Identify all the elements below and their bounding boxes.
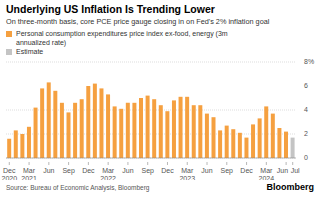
svg-text:Dec2020: Dec2020 <box>8 167 17 180</box>
svg-text:Mar2021: Mar2021 <box>21 167 37 180</box>
svg-text:Dec: Dec <box>82 167 95 174</box>
svg-text:Jun: Jun <box>122 167 133 174</box>
html-text:Personal consumption expenditu: Personal consumption expenditures price … <box>16 30 228 46</box>
svg-text:Mar2023: Mar2023 <box>179 167 195 180</box>
svg-text:Sep: Sep <box>141 167 154 175</box>
svg-text:8%: 8% <box>304 58 312 65</box>
html-text:Underlying US Inflation Is Tre: Underlying US Inflation Is Trending Lowe… <box>6 3 215 15</box>
svg-text:Dec: Dec <box>161 167 174 174</box>
svg-text:2: 2 <box>304 130 308 137</box>
html-text:Bloomberg: Bloomberg <box>266 182 314 192</box>
svg-text:0: 0 <box>304 154 308 161</box>
svg-text:Jun: Jun <box>43 167 54 174</box>
svg-text:Dec: Dec <box>240 167 253 174</box>
svg-text:Sep: Sep <box>221 167 234 175</box>
svg-text:Mar2022: Mar2022 <box>100 167 116 180</box>
svg-text:4: 4 <box>304 106 308 113</box>
html-text:Source: Bureau of Economic Ana: Source: Bureau of Economic Analysis, Blo… <box>6 184 150 191</box>
html-text:Estimate: Estimate <box>16 48 44 55</box>
svg-text:Mar2024: Mar2024 <box>259 167 275 180</box>
svg-text:Sep: Sep <box>62 167 75 175</box>
svg-text:Jul: Jul <box>291 167 300 174</box>
html-text:On three-month basis, core PCE: On three-month basis, core PCE price gau… <box>6 17 270 26</box>
svg-text:6: 6 <box>304 82 308 89</box>
svg-text:Jun: Jun <box>277 167 288 174</box>
svg-text:Jun: Jun <box>201 167 212 174</box>
